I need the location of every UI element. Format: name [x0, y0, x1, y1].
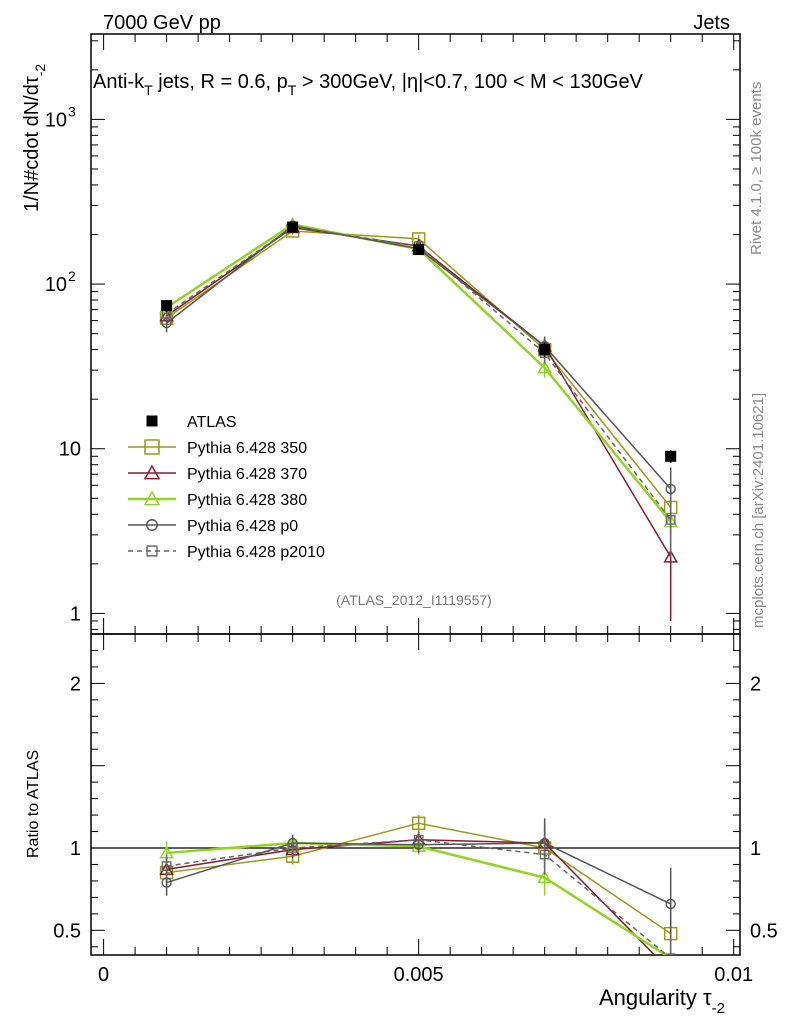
ratio-point-p370 — [665, 965, 677, 976]
series-data — [161, 221, 677, 463]
x-label-text: Angularity τ — [599, 985, 712, 1010]
main-series — [159, 216, 678, 621]
data-point-data — [413, 244, 425, 256]
data-point-data — [665, 450, 677, 462]
ratio-y-tick-label-right: 1 — [750, 838, 761, 860]
legend-label: Pythia 6.428 p2010 — [187, 544, 325, 561]
x-tick-label: 0.005 — [394, 964, 444, 986]
ratio-point-p350 — [411, 816, 426, 831]
legend-label: ATLAS — [187, 414, 237, 431]
x-tick-label: 0.01 — [714, 964, 753, 986]
data-point-p2010 — [665, 514, 676, 525]
x-tick-label: 0 — [98, 964, 109, 986]
legend-label: Pythia 6.428 370 — [187, 466, 307, 483]
legend-label: Pythia 6.428 p0 — [187, 518, 298, 535]
y-axis-label-ratio: Ratio to ATLAS — [25, 750, 42, 858]
legend-marker — [143, 464, 161, 480]
legend-marker — [146, 519, 158, 531]
data-point-data — [287, 221, 299, 233]
legend-item-p0: Pythia 6.428 p0 — [128, 518, 298, 535]
y-label-text: 1/N#cdot dN/dτ — [21, 76, 43, 212]
rivet-label: Rivet 4.1.0, ≥ 100k events — [748, 82, 765, 255]
ratio-point-p2010 — [413, 834, 424, 845]
header-left: 7000 GeV pp — [103, 12, 221, 34]
legend-label: Pythia 6.428 380 — [187, 492, 307, 509]
ratio-point-p0 — [665, 898, 676, 910]
y-tick-label: 10 — [45, 274, 67, 296]
x-label-sub: -2 — [712, 1000, 725, 1017]
ratio-y-tick-label: 1 — [70, 838, 81, 860]
x-axis-label: Angularity τ-2 — [599, 985, 725, 1017]
y-tick-exponent: 2 — [68, 268, 76, 284]
y-tick-label: 10 — [45, 109, 67, 131]
legend-marker — [143, 490, 161, 506]
analysis-id: (ATLAS_2012_I1119557) — [336, 592, 492, 608]
data-point-p380 — [537, 360, 552, 374]
data-point-p0 — [665, 483, 676, 495]
ratio-series-p380 — [159, 834, 674, 955]
series-p350 — [159, 224, 678, 538]
data-point-data — [161, 300, 173, 312]
ratio-y-tick-label-right: 2 — [750, 673, 761, 695]
ratio-series-p2010 — [161, 831, 676, 955]
legend: ATLAS Pythia 6.428 350 Pythia 6.428 370 Pyt… — [128, 414, 325, 561]
ratio-point-p380 — [537, 870, 552, 884]
ratio-point-p2010 — [665, 953, 676, 955]
legend-label: Pythia 6.428 350 — [187, 440, 307, 457]
legend-item-p370: Pythia 6.428 370 — [128, 464, 307, 483]
ratio-point-p2010 — [539, 849, 550, 860]
data-point-p370 — [663, 549, 678, 563]
ratio-y-tick-label-right: 0.5 — [750, 920, 778, 942]
ratio-point-p2010 — [161, 861, 172, 872]
legend-item-p2010: Pythia 6.428 p2010 — [128, 544, 325, 561]
legend-item-data: ATLAS — [146, 414, 237, 431]
plot-title: Anti-kT jets, R = 0.6, pT > 300GeV, |η|<… — [93, 71, 644, 98]
svg-text:1/N#cdot dN/dτ-2: 1/N#cdot dN/dτ-2 — [21, 64, 48, 212]
y-tick-exponent: 3 — [68, 103, 76, 119]
header-right: Jets — [693, 12, 730, 34]
y-tick-label: 10 — [59, 439, 81, 461]
y-tick-label: 1 — [70, 603, 81, 625]
ratio-frame — [90, 633, 741, 956]
ratio-y-tick-label: 0.5 — [53, 920, 81, 942]
ratio-y-tick-label: 2 — [70, 673, 81, 695]
ratio-point-p2010 — [287, 843, 298, 853]
mcplots-label: mcplots.cern.ch [arXiv:2401.10621] — [750, 393, 767, 628]
legend-marker — [144, 439, 160, 455]
legend-marker — [146, 415, 158, 427]
ratio-series — [159, 815, 678, 976]
ratio-point-p0 — [161, 877, 172, 888]
y-axis-label-main: 1/N#cdot dN/dτ-2 — [21, 64, 48, 212]
legend-marker — [146, 545, 158, 557]
series-p370 — [159, 220, 678, 621]
data-point-data — [539, 344, 551, 356]
legend-item-p380: Pythia 6.428 380 — [128, 490, 307, 509]
y-label-sub: -2 — [32, 64, 48, 77]
legend-item-p350: Pythia 6.428 350 — [128, 439, 307, 457]
